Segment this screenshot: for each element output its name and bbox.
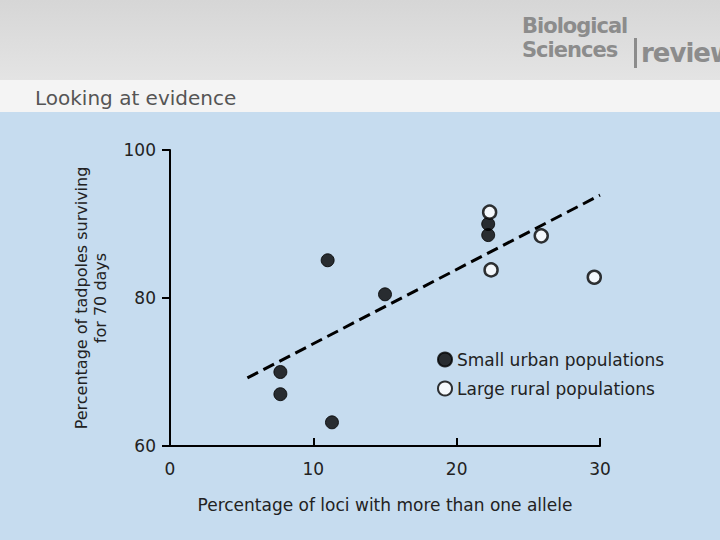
html-text:Sciences: Sciences: [522, 38, 618, 62]
svg-text:30: 30: [589, 459, 611, 479]
svg-text:Percentage of loci with more t: Percentage of loci with more than one al…: [198, 495, 573, 515]
svg-text:10: 10: [303, 459, 325, 479]
svg-text:20: 20: [446, 459, 468, 479]
svg-text:for 70 days: for 70 days: [91, 253, 110, 343]
svg-text:80: 80: [134, 288, 156, 308]
svg-text:100: 100: [124, 140, 156, 160]
svg-text:Percentage of tadpoles survivi: Percentage of tadpoles surviving: [72, 167, 91, 430]
svg-text:Looking at evidence: Looking at evidence: [35, 86, 236, 110]
html-text:Biological: Biological: [522, 14, 628, 38]
svg-text:0: 0: [165, 459, 176, 479]
svg-text:Small urban populations: Small urban populations: [457, 350, 664, 370]
svg-text:60: 60: [134, 436, 156, 456]
svg-text:Large rural populations: Large rural populations: [457, 379, 655, 399]
